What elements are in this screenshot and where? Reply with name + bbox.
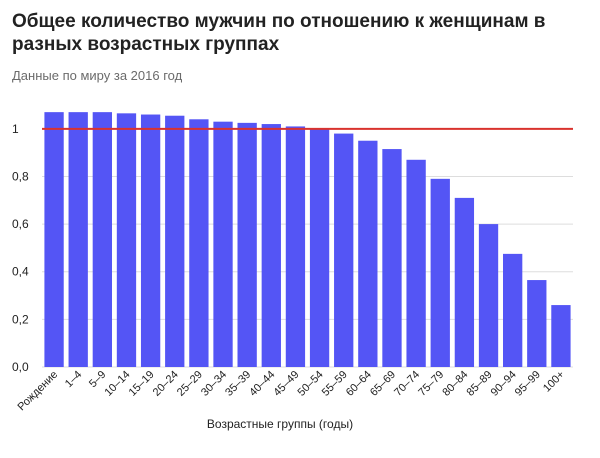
x-tick-label: Рождение — [16, 369, 61, 414]
x-tick-label: 50–54 — [296, 369, 326, 399]
bar — [309, 128, 330, 367]
y-tick-label: 0,6 — [12, 217, 29, 231]
bar — [116, 113, 137, 367]
bar — [358, 140, 378, 367]
x-tick-label: 25–29 — [175, 369, 205, 399]
y-tick-label: 0,0 — [12, 360, 29, 374]
bar — [92, 112, 112, 368]
bar — [503, 253, 523, 367]
y-tick-label: 1 — [12, 122, 19, 136]
x-tick-label: 15–19 — [127, 369, 157, 399]
bar — [334, 133, 354, 367]
bar — [261, 124, 281, 368]
x-tick-label: 45–49 — [271, 369, 301, 399]
x-tick-label: 65–69 — [368, 369, 398, 399]
x-tick-label: 85–89 — [465, 369, 495, 399]
x-tick-label: 40–44 — [247, 369, 277, 399]
x-tick-label: 30–34 — [199, 369, 229, 399]
x-tick-label: 75–79 — [416, 369, 446, 399]
y-tick-label: 0,4 — [12, 265, 29, 279]
x-tick-label: 95–99 — [513, 369, 543, 399]
bar — [44, 112, 64, 368]
bar — [382, 149, 402, 367]
x-tick-label: 80–84 — [440, 369, 470, 399]
x-tick-label: 10–14 — [102, 369, 132, 399]
bar — [527, 280, 547, 367]
x-tick-label: 35–39 — [223, 369, 253, 399]
bar — [165, 115, 185, 367]
bar — [140, 114, 161, 367]
y-tick-labels: 0,0 0,2 0,4 0,6 0,8 1 — [12, 122, 29, 374]
bar — [478, 224, 499, 367]
chart-title: Общее количество мужчин по отношению к ж… — [12, 11, 546, 55]
chart-subtitle: Данные по миру за 2016 год — [12, 68, 183, 83]
x-axis-title: Возрастные группы (годы) — [207, 417, 353, 431]
bar — [285, 126, 306, 367]
bar — [68, 112, 88, 368]
y-tick-label: 0,8 — [12, 169, 29, 183]
bar — [551, 305, 571, 367]
x-tick-label: 20–24 — [151, 369, 181, 399]
bar — [406, 159, 426, 367]
bar — [189, 119, 209, 367]
bar — [237, 122, 257, 367]
x-tick-label: 1–4 — [63, 369, 84, 390]
bars — [44, 112, 571, 368]
x-tick-label: 70–74 — [392, 369, 422, 399]
x-tick-label: 60–64 — [344, 369, 374, 399]
x-tick-label: 55–59 — [320, 369, 350, 399]
x-tick-labels: Рождение 1–4 5–910–1415–1920–2425–2930–343… — [16, 369, 567, 414]
bar — [454, 197, 475, 367]
x-tick-label: 100+ — [541, 369, 567, 395]
bar — [430, 178, 450, 367]
y-tick-label: 0,2 — [12, 312, 29, 326]
bar — [213, 121, 233, 367]
x-tick-label: 90–94 — [489, 369, 519, 399]
